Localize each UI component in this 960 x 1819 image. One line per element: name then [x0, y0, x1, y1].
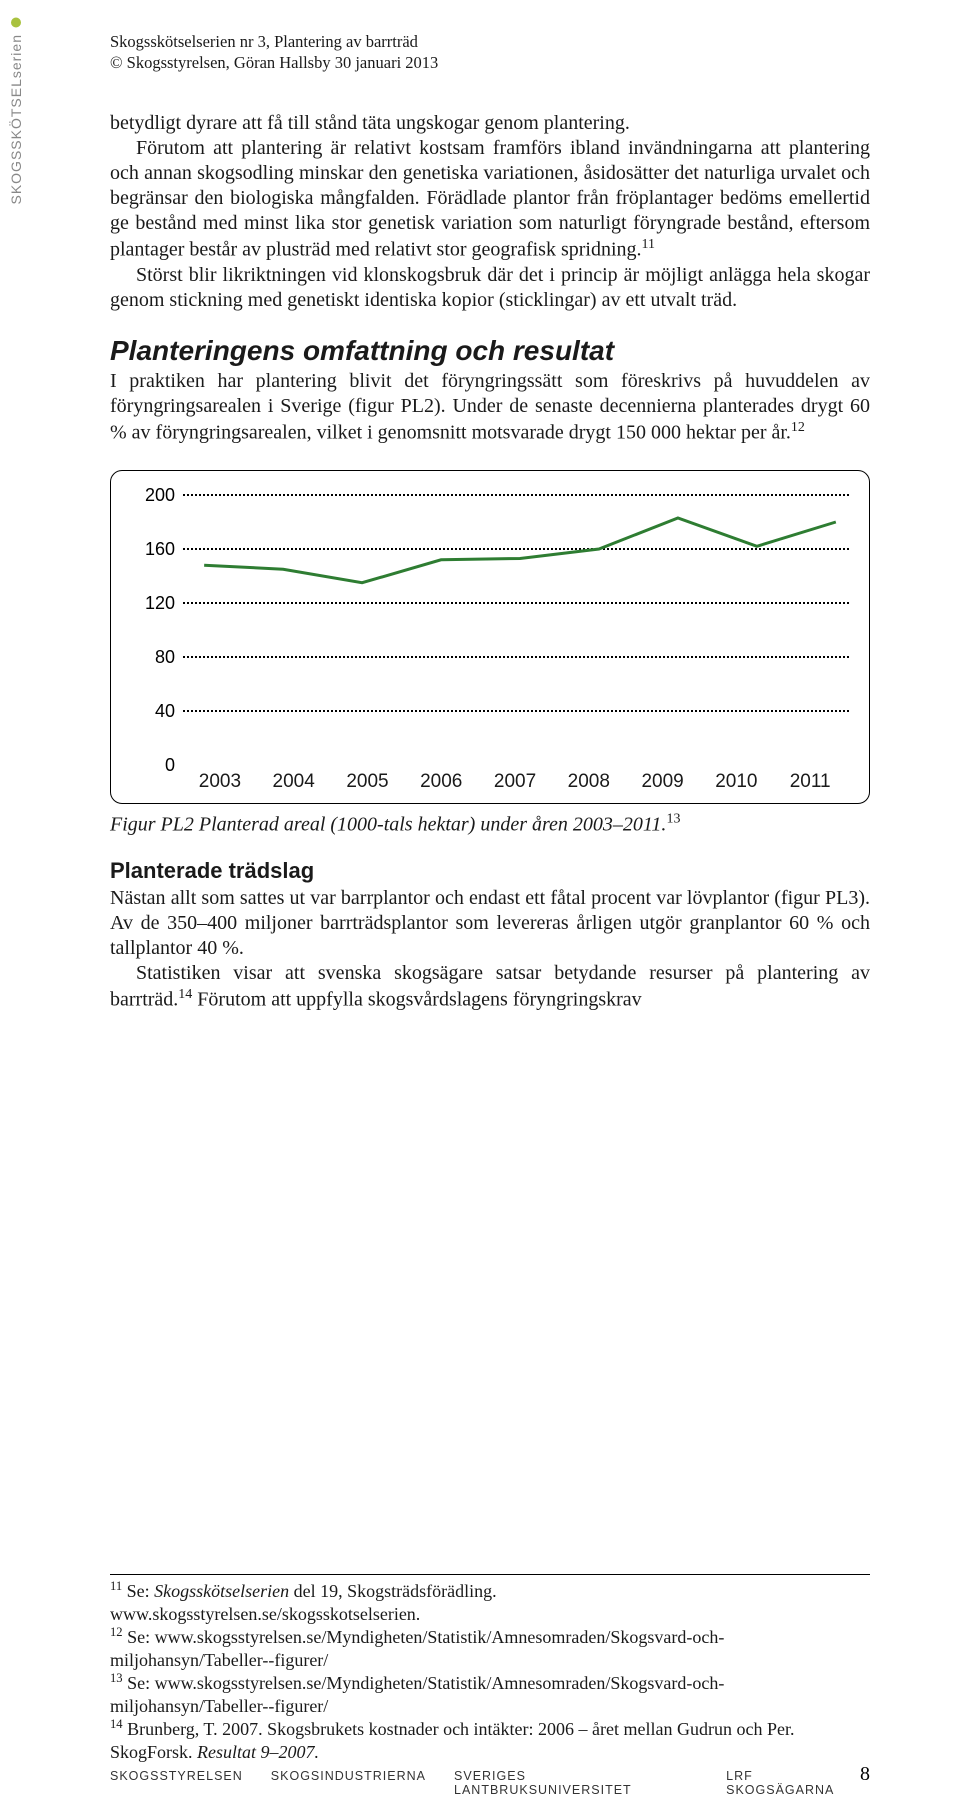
chart-ytick-label: 200	[135, 485, 183, 506]
header-line-2: © Skogsstyrelsen, Göran Hallsby 30 janua…	[110, 53, 870, 74]
series-sidebar-label: SKOGSSKÖTSELserien	[8, 18, 24, 205]
document-page: SKOGSSKÖTSELserien Skogsskötselserien nr…	[0, 0, 960, 1819]
chart-ytick-label: 40	[135, 701, 183, 722]
subsection-heading: Planterade trädslag	[110, 858, 870, 884]
chart-line-layer	[191, 495, 849, 765]
footer-org-3: SVERIGES LANTBRUKSUNIVERSITET	[454, 1769, 698, 1797]
footnote-11-url: www.skogsstyrelsen.se/skogsskotselserien…	[110, 1603, 870, 1626]
para-1c: Störst blir likriktningen vid klonskogsb…	[110, 263, 870, 313]
footer-row: SKOGSSTYRELSEN SKOGSINDUSTRIERNA SVERIGE…	[110, 1763, 870, 1797]
footnote-13: 13 Se: www.skogsstyrelsen.se/Myndigheten…	[110, 1671, 870, 1717]
footnote-14: 14 Brunberg, T. 2007. Skogsbrukets kostn…	[110, 1717, 870, 1763]
footer-orgs: SKOGSSTYRELSEN SKOGSINDUSTRIERNA SVERIGE…	[110, 1769, 860, 1797]
footnote-ref-12: 12	[791, 420, 805, 435]
body-text-block-1: betydligt dyrare att få till stånd täta …	[110, 111, 870, 313]
chart-pl2-wrap: 04080120160200 2003200420052006200720082…	[110, 470, 870, 837]
footer-org-2: SKOGSINDUSTRIERNA	[271, 1769, 426, 1797]
footnote-11: 11 Se: Skogsskötselserien del 19, Skogst…	[110, 1579, 870, 1603]
chart-ytick-label: 0	[135, 755, 183, 776]
para-3a: Nästan allt som sattes ut var barrplanto…	[110, 886, 870, 961]
footnotes: 11 Se: Skogsskötselserien del 19, Skogst…	[110, 1574, 870, 1763]
chart-ytick-label: 80	[135, 647, 183, 668]
series-sidebar-dot-icon	[11, 18, 21, 28]
footnote-ref-13: 13	[666, 812, 680, 827]
chart-ytick-label: 160	[135, 539, 183, 560]
section-heading: Planteringens omfattning och resultat	[110, 335, 870, 367]
footer-org-4: LRF SKOGSÄGARNA	[726, 1769, 860, 1797]
header-line-1: Skogsskötselserien nr 3, Plantering av b…	[110, 32, 870, 53]
chart-data-line	[204, 518, 836, 583]
series-sidebar-text: SKOGSSKÖTSELserien	[8, 34, 24, 205]
chart-caption: Figur PL2 Planterad areal (1000-tals hek…	[110, 812, 870, 837]
chart-plot-area: 04080120160200	[135, 495, 849, 765]
body-text-block-2: I praktiken har plantering blivit det fö…	[110, 369, 870, 446]
chart-ytick-label: 120	[135, 593, 183, 614]
para-3b: Statistiken visar att svenska skogsägare…	[110, 961, 870, 1013]
para-2: I praktiken har plantering blivit det fö…	[110, 369, 870, 446]
footer-org-1: SKOGSSTYRELSEN	[110, 1769, 243, 1797]
footnote-ref-14: 14	[178, 987, 192, 1002]
footnote-12: 12 Se: www.skogsstyrelsen.se/Myndigheten…	[110, 1625, 870, 1671]
footer-page-number: 8	[860, 1763, 870, 1786]
header-meta: Skogsskötselserien nr 3, Plantering av b…	[110, 32, 870, 73]
body-text-block-3: Nästan allt som sattes ut var barrplanto…	[110, 886, 870, 1013]
chart-pl2: 04080120160200 2003200420052006200720082…	[110, 470, 870, 804]
footnote-ref-11: 11	[642, 237, 655, 252]
para-1a: betydligt dyrare att få till stånd täta …	[110, 111, 870, 136]
para-1b: Förutom att plantering är relativt kosts…	[110, 136, 870, 263]
